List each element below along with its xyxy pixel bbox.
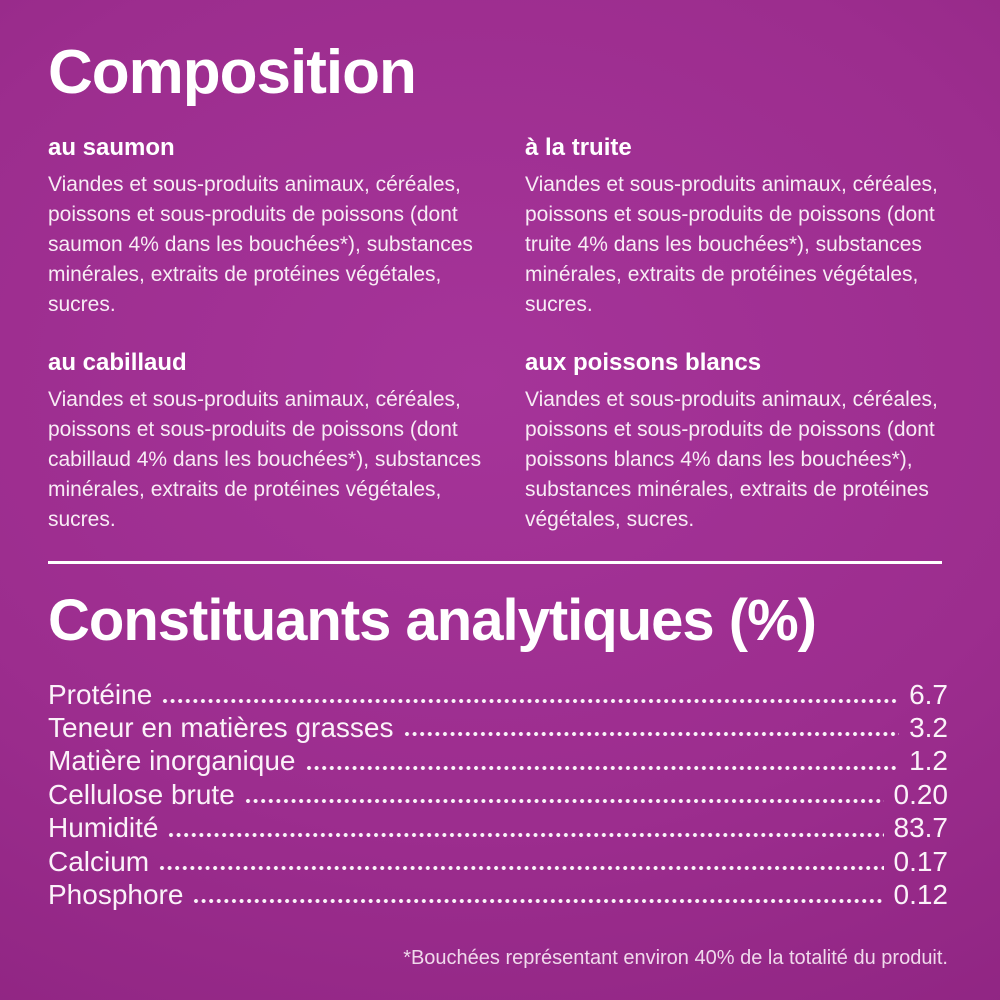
analyte-value: 1.2 <box>909 745 948 777</box>
analyte-label: Matière inorganique <box>48 745 296 777</box>
composition-section-cabillaud: au cabillaud Viandes et sous-produits an… <box>48 348 498 535</box>
table-row-phosphore: Phosphore 0.12 <box>48 879 948 912</box>
analyte-label: Cellulose brute <box>48 778 235 810</box>
table-row-humidite: Humidité 83.7 <box>48 812 948 845</box>
table-row-cellulose-brute: Cellulose brute 0.20 <box>48 779 948 812</box>
ingredients-text-truite: Viandes et sous-produits animaux, céréal… <box>525 172 938 316</box>
analyte-label: Calcium <box>48 845 150 877</box>
dot-leader <box>305 761 900 774</box>
analyte-label: Teneur en matières grasses <box>48 712 394 744</box>
section-divider <box>48 560 942 564</box>
variant-heading-truite: à la truite <box>525 133 632 161</box>
analyte-value: 3.2 <box>909 712 948 744</box>
variant-heading-saumon: au saumon <box>48 133 175 161</box>
analytical-title: Constituants analytiques (%) <box>48 587 817 653</box>
table-row-calcium: Calcium 0.17 <box>48 846 948 879</box>
dot-leader <box>162 695 900 708</box>
variant-heading-poissons-blancs: aux poissons blancs <box>525 348 762 376</box>
dot-leader <box>168 828 884 841</box>
table-row-matieres-grasses: Teneur en matières grasses 3.2 <box>48 712 948 745</box>
table-row-proteine: Protéine 6.7 <box>48 679 948 712</box>
analyte-value: 6.7 <box>909 678 948 710</box>
composition-grid: au saumon Viandes et sous-produits anima… <box>48 133 948 535</box>
analyte-value: 0.20 <box>893 778 949 810</box>
footnote: *Bouchées représentant environ 40% de la… <box>403 947 948 970</box>
analyte-value: 83.7 <box>893 812 949 844</box>
dot-leader <box>159 861 884 874</box>
analyte-value: 0.17 <box>893 845 949 877</box>
analytical-table: Protéine 6.7 Teneur en matières grasses … <box>48 679 948 913</box>
ingredients-text-cabillaud: Viandes et sous-produits animaux, céréal… <box>48 387 482 531</box>
variant-heading-cabillaud: au cabillaud <box>48 348 187 376</box>
composition-title: Composition <box>48 38 417 107</box>
ingredients-text-saumon: Viandes et sous-produits animaux, céréal… <box>48 172 473 316</box>
composition-section-truite: à la truite Viandes et sous-produits ani… <box>525 133 948 320</box>
analyte-value: 0.12 <box>893 878 949 910</box>
dot-leader <box>403 728 900 741</box>
analyte-label: Humidité <box>48 812 159 844</box>
dot-leader <box>244 795 884 808</box>
ingredients-text-poissons-blancs: Viandes et sous-produits animaux, céréal… <box>525 387 938 531</box>
dot-leader <box>193 895 884 908</box>
composition-section-saumon: au saumon Viandes et sous-produits anima… <box>48 133 498 320</box>
analyte-label: Phosphore <box>48 878 184 910</box>
analyte-label: Protéine <box>48 678 153 710</box>
table-row-matiere-inorganique: Matière inorganique 1.2 <box>48 745 948 778</box>
composition-section-poissons-blancs: aux poissons blancs Viandes et sous-prod… <box>525 348 948 535</box>
